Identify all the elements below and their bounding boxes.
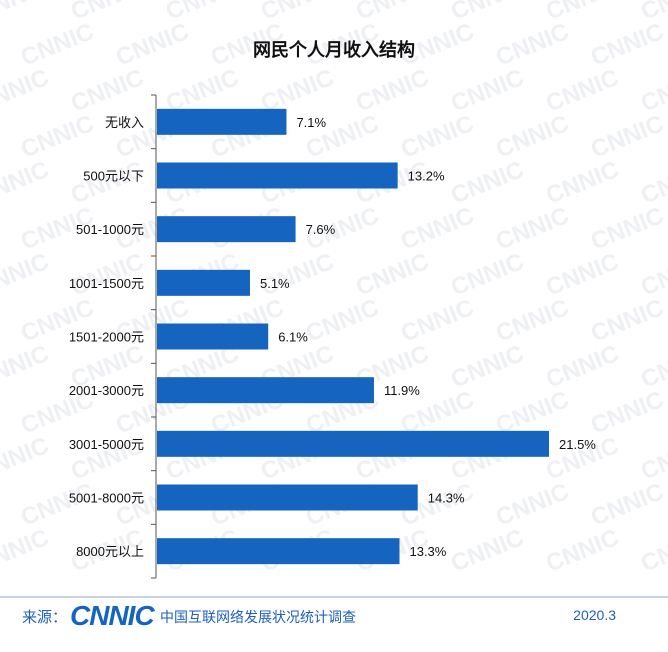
source-label: 来源： <box>22 609 68 626</box>
category-label-4: 1501-2000元 <box>69 330 144 345</box>
category-label-1: 500元以下 <box>83 169 144 184</box>
bar-5 <box>157 377 374 404</box>
bar-1 <box>157 162 398 189</box>
bar-4 <box>157 323 269 350</box>
chart-title: 网民个人月收入结构 <box>253 40 415 60</box>
footer: 来源： CNNIC 中国互联网络发展状况统计调查 2020.3 <box>0 598 668 652</box>
cnnic-logo: CNNIC <box>70 600 155 631</box>
value-label-7: 14.3% <box>428 491 465 506</box>
value-label-2: 7.6% <box>306 222 336 237</box>
bar-2 <box>157 216 296 243</box>
bar-chart: 无收入 7.1% 500元以下 13.2% 501-1000元 7.6% 1001-1500… <box>69 94 596 579</box>
category-label-8: 8000元以上 <box>76 544 144 559</box>
category-label-2: 501-1000元 <box>76 222 144 237</box>
bar-0 <box>157 108 287 135</box>
bar-8 <box>157 538 400 565</box>
category-label-6: 3001-5000元 <box>69 437 144 452</box>
value-label-3: 5.1% <box>260 276 290 291</box>
source-organization: 中国互联网络发展状况统计调查 <box>160 609 356 625</box>
footer-divider <box>0 596 668 598</box>
value-label-8: 13.3% <box>409 544 446 559</box>
bar-6 <box>157 430 549 457</box>
value-label-1: 13.2% <box>408 169 445 184</box>
category-label-0: 无收入 <box>105 115 144 130</box>
category-label-7: 5001-8000元 <box>69 491 144 506</box>
bar-7 <box>157 484 418 511</box>
bar-3 <box>157 269 250 296</box>
value-label-4: 6.1% <box>278 330 308 345</box>
value-label-5: 11.9% <box>384 383 420 398</box>
report-date: 2020.3 <box>573 607 616 623</box>
category-label-3: 1001-1500元 <box>69 276 144 291</box>
value-label-0: 7.1% <box>296 115 326 130</box>
value-label-6: 21.5% <box>559 437 596 452</box>
category-label-5: 2001-3000元 <box>69 383 144 398</box>
